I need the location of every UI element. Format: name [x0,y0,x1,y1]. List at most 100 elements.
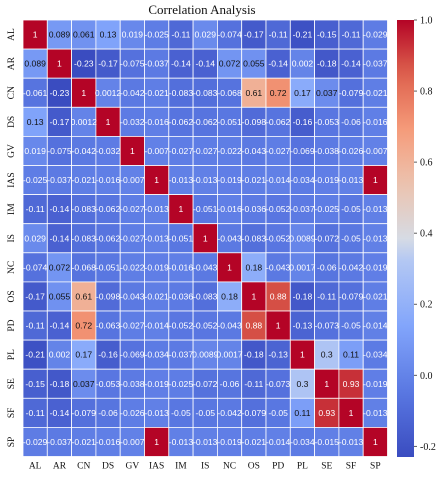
cell-value: -0.05 [171,408,191,418]
cell-value: -0.013 [169,437,194,447]
cell-value: 0.0012 [71,117,98,127]
heatmap-cell [362,368,388,399]
heatmap-cell [362,339,388,370]
cell-value: -0.016 [144,117,169,127]
heatmap-cell [216,194,243,225]
colorbar [397,20,414,457]
heatmap-cell [144,135,170,166]
cell-value: -0.042 [120,88,145,98]
heatmap-cell [314,368,340,399]
cell-value: 0.029 [24,233,46,243]
heatmap-cell [241,223,267,254]
heatmap-cell [216,106,243,137]
cell-value: -0.051 [193,204,218,214]
cell-value: -0.051 [96,262,121,272]
cell-value: -0.083 [169,88,194,98]
heatmap-cell [22,77,48,108]
cell-value: -0.053 [315,117,340,127]
colorbar-tick-label: 0.4 [420,229,433,240]
x-tick-label: PL [297,462,308,472]
cell-value: -0.06 [341,117,361,127]
cell-value: -0.019 [363,379,388,389]
heatmap-cell [289,165,315,196]
cell-value: 0.13 [27,117,44,127]
heatmap-cell [144,310,170,341]
heatmap-cell [265,310,291,341]
cell-value: -0.14 [50,233,70,243]
heatmap-cell [362,426,388,457]
heatmap-cell [192,252,218,283]
cell-value: -0.079 [339,291,364,301]
heatmap-cell [362,48,388,79]
cell-value: 0.11 [294,408,310,418]
heatmap-cell [119,48,145,79]
cell-value: -0.079 [72,408,97,418]
cell-value: -0.016 [96,175,121,185]
y-tick-label: DS [7,116,17,128]
cell-value: -0.23 [50,88,70,98]
cell-value: -0.079 [242,408,267,418]
cell-value: 0.089 [24,59,46,69]
heatmap-cell [289,194,315,225]
heatmap-cell [192,106,218,137]
cell-value: -0.14 [50,321,70,331]
cell-value: -0.062 [169,117,194,127]
cell-value: -0.019 [217,175,242,185]
y-tick-label: CN [7,86,17,99]
cell-value: -0.025 [144,30,169,40]
cell-value: -0.014 [266,175,291,185]
heatmap-cell [265,106,291,137]
heatmap-cell [168,223,194,254]
x-tick-label: PD [272,462,284,472]
heatmap-cell [168,310,194,341]
cell-value: -0.015 [315,437,340,447]
cell-value: -0.074 [23,262,48,272]
cell-value: -0.013 [144,408,169,418]
cell-value: 0.88 [245,321,262,331]
cell-value: -0.14 [195,59,215,69]
x-tick-labels: AL AR CN DS GV IAS IM IS NC OS PD PL SE SF SP [29,462,381,472]
cell-value: -0.037 [47,437,72,447]
cell-value: 0.002 [49,350,71,360]
heatmap-cell [289,310,315,341]
heatmap-cell [314,397,340,428]
y-tick-label: SE [7,378,17,389]
cell-value: -0.06 [220,379,240,389]
heatmap-cell [168,77,194,108]
cell-value: -0.025 [169,379,194,389]
cell-value: 1 [81,88,86,98]
cell-value: -0.061 [23,88,48,98]
heatmap-cell [168,48,194,79]
cell-value: 0.0089 [192,350,219,360]
colorbar-tick-label: 0.0 [420,371,433,382]
x-tick-label: IAS [149,462,164,472]
cell-value: -0.016 [217,204,242,214]
cell-value: -0.17 [50,117,70,127]
cell-value: -0.062 [193,117,218,127]
heatmap-cell [216,368,243,399]
heatmap-cell [144,252,170,283]
cell-value: -0.21 [293,30,313,40]
cell-value: 1 [106,117,111,127]
heatmap-cell [192,48,218,79]
cell-value: -0.14 [268,59,288,69]
cell-value: -0.026 [120,408,145,418]
cell-value: -0.038 [120,379,145,389]
heatmap-cell [22,310,48,341]
cell-value: -0.013 [193,175,218,185]
heatmap-cell [338,223,364,254]
cell-value: 0.055 [49,291,71,301]
heatmap-cell [22,106,48,137]
cell-value: -0.034 [290,175,315,185]
cell-value: 1 [373,437,378,447]
cell-value: -0.074 [217,30,242,40]
heatmap-cell [338,252,364,283]
cell-value: -0.013 [363,233,388,243]
cell-value: -0.027 [193,146,218,156]
cell-value: 0.3 [296,379,308,389]
heatmap-cell [71,165,97,196]
heatmap-cell [95,48,121,79]
y-tick-label: GV [7,144,17,158]
heatmap-cell [289,48,315,79]
cell-value: -0.036 [169,291,194,301]
